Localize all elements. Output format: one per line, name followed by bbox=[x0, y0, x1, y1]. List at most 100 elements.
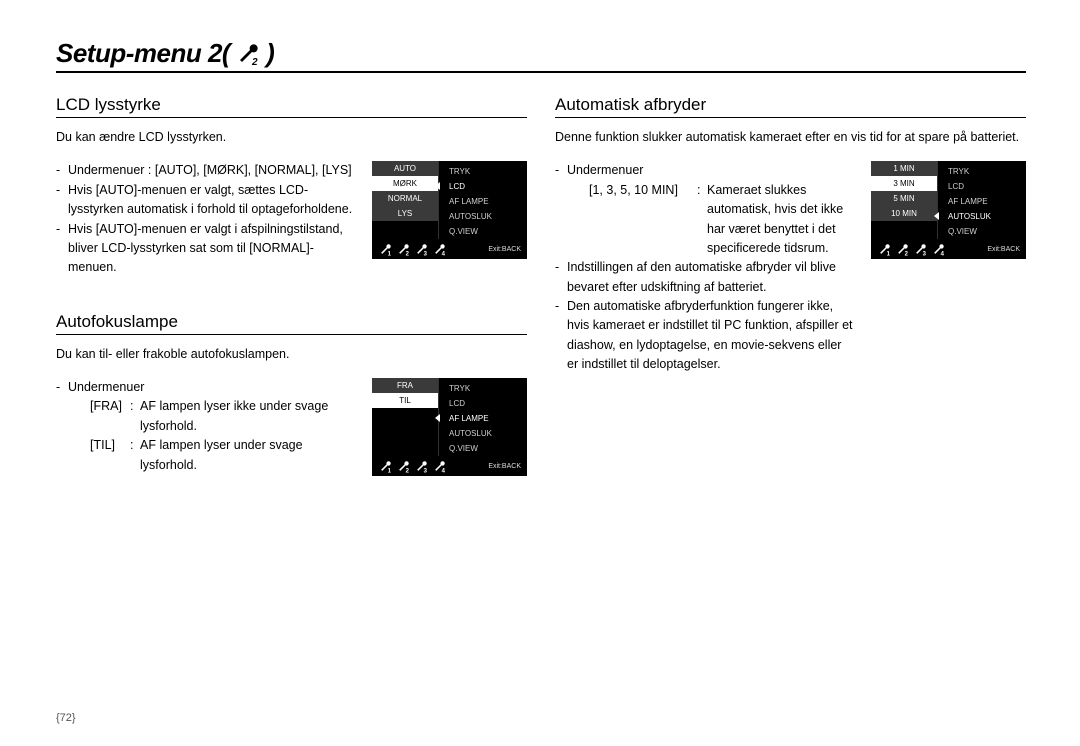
exit-label: Exit:BACK bbox=[488, 246, 521, 253]
bullet-list: -Undermenuer : [AUTO], [MØRK], [NORMAL],… bbox=[56, 161, 354, 277]
menu-left-item: FRA bbox=[372, 378, 438, 393]
svg-text:3: 3 bbox=[923, 251, 927, 256]
kv: [TIL]: AF lampen lyser under svage lysfo… bbox=[90, 436, 354, 475]
menu-right-item: TRYK bbox=[938, 164, 1026, 179]
bullet-list: -Undermenuer [FRA]: AF lampen lyser ikke… bbox=[56, 378, 354, 475]
menu-right-item: LCD bbox=[439, 179, 527, 194]
menu-right-item: TRYK bbox=[439, 381, 527, 396]
bullet: -Undermenuer bbox=[555, 161, 853, 180]
menu-left-item: TIL bbox=[372, 393, 438, 408]
wrench-3-icon: 3 bbox=[414, 460, 429, 473]
section-intro: Denne funktion slukker automatisk kamera… bbox=[555, 128, 1026, 147]
bullet-text: Hvis [AUTO]-menuen er valgt i afspilning… bbox=[68, 220, 354, 278]
columns: LCD lysstyrke Du kan ændre LCD lysstyrke… bbox=[56, 87, 1026, 476]
bullet: -Undermenuer : [AUTO], [MØRK], [NORMAL],… bbox=[56, 161, 354, 180]
kv-val: AF lampen lyser ikke under svage lysforh… bbox=[140, 397, 354, 436]
title-suffix: ) bbox=[266, 38, 274, 69]
menu-right-item: Q.VIEW bbox=[439, 224, 527, 239]
menu-left-item: MØRK bbox=[372, 176, 438, 191]
section-heading: LCD lysstyrke bbox=[56, 95, 527, 115]
svg-text:2: 2 bbox=[251, 57, 258, 66]
svg-text:2: 2 bbox=[905, 251, 909, 256]
exit-label: Exit:BACK bbox=[987, 246, 1020, 253]
wrench-1-icon: 1 bbox=[378, 460, 393, 473]
title-prefix: Setup-menu 2( bbox=[56, 38, 230, 69]
title-rule bbox=[56, 71, 1026, 73]
menu-right-item: AUTOSLUK bbox=[938, 209, 1026, 224]
bullet: -Indstillingen af den automatiske afbryd… bbox=[555, 258, 853, 297]
camera-ui-col: AUTOMØRKNORMALLYSTRYKLCDAF LAMPEAUTOSLUK… bbox=[372, 161, 527, 259]
camera-ui-col: 1 MIN3 MIN5 MIN10 MINTRYKLCDAF LAMPEAUTO… bbox=[871, 161, 1026, 259]
page-number: {72} bbox=[56, 712, 76, 724]
svg-text:1: 1 bbox=[388, 468, 392, 473]
manual-page: Setup-menu 2( 2 ) LCD lysstyrke Du kan æ… bbox=[0, 0, 1080, 746]
menu-left-item: 10 MIN bbox=[871, 206, 937, 221]
menu-left-item: NORMAL bbox=[372, 191, 438, 206]
wrench-1-icon: 1 bbox=[378, 243, 393, 256]
sub-bullet: [TIL]: AF lampen lyser under svage lysfo… bbox=[56, 436, 354, 475]
wrench-4-icon: 4 bbox=[432, 243, 447, 256]
wrench-4-icon: 4 bbox=[432, 460, 447, 473]
sub-bullet: [FRA]: AF lampen lyser ikke under svage … bbox=[56, 397, 354, 436]
selection-arrow-icon bbox=[934, 212, 939, 220]
wrench-3-icon: 3 bbox=[414, 243, 429, 256]
svg-text:3: 3 bbox=[424, 251, 428, 256]
wrench-2-icon: 2 bbox=[895, 243, 910, 256]
bullet-text: Undermenuer bbox=[567, 161, 853, 180]
menu-right-item: Q.VIEW bbox=[439, 441, 527, 456]
svg-text:1: 1 bbox=[887, 251, 891, 256]
menu-right-item: AUTOSLUK bbox=[439, 209, 527, 224]
svg-text:4: 4 bbox=[941, 251, 945, 256]
right-column: Automatisk afbryder Denne funktion slukk… bbox=[555, 87, 1026, 476]
svg-text:2: 2 bbox=[406, 468, 410, 473]
kv-key: [TIL] bbox=[90, 436, 130, 475]
kv-key: [FRA] bbox=[90, 397, 130, 436]
section-intro: Du kan ændre LCD lysstyrken. bbox=[56, 128, 527, 147]
menu-bottom-bar: 1234Exit:BACK bbox=[372, 456, 527, 476]
bullet-text: Indstillingen af den automatiske afbryde… bbox=[567, 258, 853, 297]
wrench-4-icon: 4 bbox=[931, 243, 946, 256]
camera-menu-lcd: AUTOMØRKNORMALLYSTRYKLCDAF LAMPEAUTOSLUK… bbox=[372, 161, 527, 259]
menu-right-item: AF LAMPE bbox=[938, 194, 1026, 209]
sub-bullet: [1, 3, 5, 10 MIN]: Kameraet slukkes auto… bbox=[555, 181, 853, 259]
wrench-3-icon: 3 bbox=[913, 243, 928, 256]
menu-left-item: 3 MIN bbox=[871, 176, 937, 191]
wrench-2-icon: 2 bbox=[396, 460, 411, 473]
section-heading: Autofokuslampe bbox=[56, 312, 527, 332]
svg-text:4: 4 bbox=[442, 251, 446, 256]
menu-bottom-bar: 1 2 3 4 Exit:BACK bbox=[871, 239, 1026, 259]
bullet: -Undermenuer bbox=[56, 378, 354, 397]
section-rule bbox=[56, 334, 527, 335]
menu-bottom-bar: 1 2 3 4 Exit:BACK bbox=[372, 239, 527, 259]
menu-right-item: TRYK bbox=[439, 164, 527, 179]
svg-text:1: 1 bbox=[388, 251, 392, 256]
left-column: LCD lysstyrke Du kan ændre LCD lysstyrke… bbox=[56, 87, 527, 476]
wrench-2-icon: 2 bbox=[396, 243, 411, 256]
bullet: -Hvis [AUTO]-menuen er valgt, sættes LCD… bbox=[56, 181, 354, 220]
kv: [FRA]: AF lampen lyser ikke under svage … bbox=[90, 397, 354, 436]
section-af: Autofokuslampe Du kan til- eller frakobl… bbox=[56, 312, 527, 476]
menu-left-item: LYS bbox=[372, 206, 438, 221]
wrench-2-icon: 2 bbox=[236, 42, 260, 66]
kv: [1, 3, 5, 10 MIN]: Kameraet slukkes auto… bbox=[589, 181, 853, 259]
content-block: -Undermenuer : [AUTO], [MØRK], [NORMAL],… bbox=[56, 161, 527, 277]
camera-menu-auto: 1 MIN3 MIN5 MIN10 MINTRYKLCDAF LAMPEAUTO… bbox=[871, 161, 1026, 259]
selection-arrow-icon bbox=[435, 182, 440, 190]
kv-key: [1, 3, 5, 10 MIN] bbox=[589, 181, 697, 259]
page-title: Setup-menu 2( 2 ) bbox=[56, 38, 1026, 69]
section-rule bbox=[56, 117, 527, 118]
menu-right-item: AUTOSLUK bbox=[439, 426, 527, 441]
camera-ui-col: FRATILTRYKLCDAF LAMPEAUTOSLUKQ.VIEW1234E… bbox=[372, 378, 527, 476]
svg-text:2: 2 bbox=[406, 251, 410, 256]
camera-menu-af: FRATILTRYKLCDAF LAMPEAUTOSLUKQ.VIEW1234E… bbox=[372, 378, 527, 476]
kv-val: AF lampen lyser under svage lysforhold. bbox=[140, 436, 354, 475]
menu-right-item: LCD bbox=[938, 179, 1026, 194]
svg-text:3: 3 bbox=[424, 468, 428, 473]
wrench-1-icon: 1 bbox=[877, 243, 892, 256]
menu-right-item: LCD bbox=[439, 396, 527, 411]
bullet: -Hvis [AUTO]-menuen er valgt i afspilnin… bbox=[56, 220, 354, 278]
kv-val: Kameraet slukkes automatisk, hvis det ik… bbox=[707, 181, 853, 259]
content-block: -Undermenuer [1, 3, 5, 10 MIN]: Kameraet… bbox=[555, 161, 1026, 374]
bullet: -Den automatiske afbryderfunktion funger… bbox=[555, 297, 853, 375]
bullet-text: Undermenuer : [AUTO], [MØRK], [NORMAL], … bbox=[68, 161, 354, 180]
